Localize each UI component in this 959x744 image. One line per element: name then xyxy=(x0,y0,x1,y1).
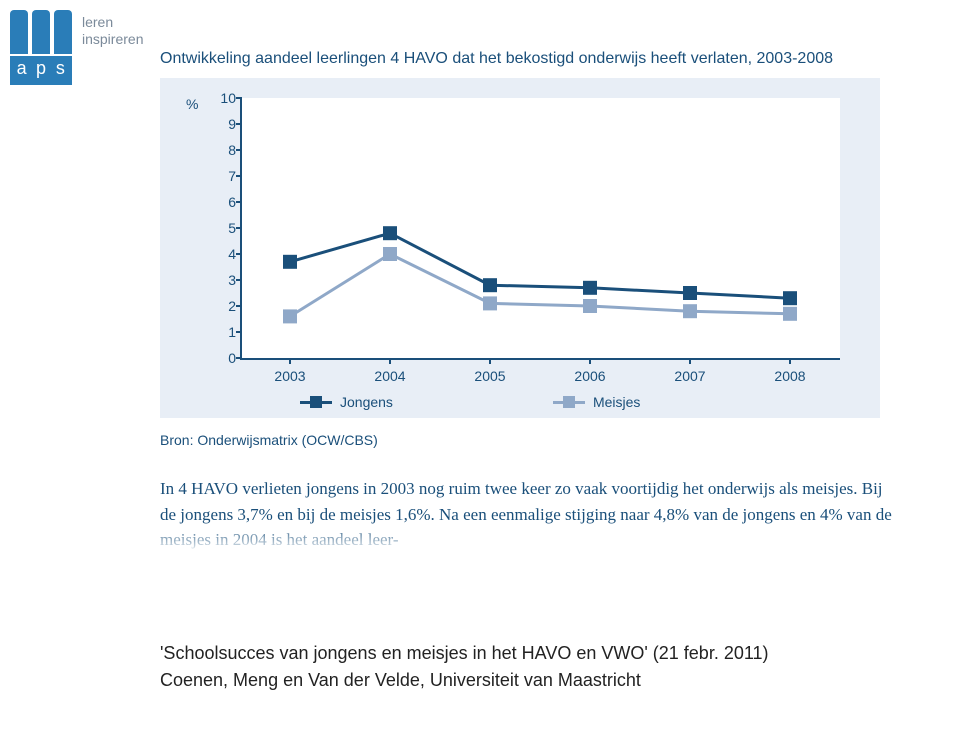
series-marker xyxy=(383,247,397,261)
y-tick-label: 2 xyxy=(218,298,236,314)
y-tick xyxy=(236,201,242,203)
plot-area: % Jongens Meisjes 0 1 2 3 4 5 6 7 8 9 10 2003 2004 20… xyxy=(160,78,880,418)
caption-line: 'Schoolsucces van jongens en meisjes in … xyxy=(160,640,900,667)
x-tick-label: 2008 xyxy=(774,368,805,384)
legend-label: Meisjes xyxy=(593,394,640,410)
legend: Jongens Meisjes xyxy=(300,394,820,410)
body-line: In 4 HAVO verlieten jongens in 2003 nog … xyxy=(160,479,704,498)
y-axis-unit: % xyxy=(186,96,198,112)
series-marker xyxy=(683,286,697,300)
y-tick xyxy=(236,331,242,333)
chart-source: Bron: Onderwijsmatrix (OCW/CBS) xyxy=(160,432,900,448)
y-tick-label: 6 xyxy=(218,194,236,210)
slide-caption: 'Schoolsucces van jongens en meisjes in … xyxy=(160,640,900,694)
series-marker xyxy=(783,291,797,305)
logo-letter-s: s xyxy=(53,58,68,79)
series-line xyxy=(290,233,790,298)
y-tick xyxy=(236,149,242,151)
series-marker xyxy=(583,281,597,295)
y-tick xyxy=(236,123,242,125)
legend-item-meisjes: Meisjes xyxy=(553,394,640,410)
y-tick xyxy=(236,357,242,359)
logo-letters: a p s xyxy=(10,56,72,85)
y-tick xyxy=(236,305,242,307)
series-marker xyxy=(383,226,397,240)
y-tick xyxy=(236,227,242,229)
logo-bars xyxy=(10,10,72,54)
y-tick-label: 10 xyxy=(218,90,236,106)
series-marker xyxy=(283,309,297,323)
logo-letter-a: a xyxy=(14,58,29,79)
x-tick-label: 2007 xyxy=(674,368,705,384)
caption-line: Coenen, Meng en Van der Velde, Universit… xyxy=(160,667,900,694)
logo-bar xyxy=(32,10,50,54)
x-tick-label: 2003 xyxy=(274,368,305,384)
logo-bar xyxy=(10,10,28,54)
x-tick-label: 2006 xyxy=(574,368,605,384)
legend-label: Jongens xyxy=(340,394,393,410)
legend-item-jongens: Jongens xyxy=(300,394,393,410)
x-tick xyxy=(689,358,691,364)
y-tick-label: 7 xyxy=(218,168,236,184)
x-tick-label: 2004 xyxy=(374,368,405,384)
x-tick xyxy=(489,358,491,364)
x-tick xyxy=(289,358,291,364)
chart-title: Ontwikkeling aandeel leerlingen 4 HAVO d… xyxy=(160,50,900,68)
y-tick-label: 3 xyxy=(218,272,236,288)
y-tick xyxy=(236,253,242,255)
series-marker xyxy=(283,255,297,269)
logo-bar xyxy=(54,10,72,54)
y-tick-label: 5 xyxy=(218,220,236,236)
x-tick xyxy=(789,358,791,364)
brand-tagline: leren inspireren xyxy=(82,14,143,48)
series-marker xyxy=(783,307,797,321)
y-tick-label: 9 xyxy=(218,116,236,132)
body-text: In 4 HAVO verlieten jongens in 2003 nog … xyxy=(160,476,900,554)
x-axis-line xyxy=(240,358,840,360)
legend-marker-icon xyxy=(563,396,575,408)
series-marker xyxy=(583,299,597,313)
tagline-line: inspireren xyxy=(82,31,143,48)
legend-marker-icon xyxy=(310,396,322,408)
x-tick-label: 2005 xyxy=(474,368,505,384)
brand-logo: leren inspireren a p s xyxy=(10,10,72,85)
x-tick xyxy=(389,358,391,364)
series-marker xyxy=(483,278,497,292)
y-tick-label: 8 xyxy=(218,142,236,158)
chart-block: Ontwikkeling aandeel leerlingen 4 HAVO d… xyxy=(160,50,900,554)
y-tick xyxy=(236,97,242,99)
chart-svg xyxy=(240,98,840,358)
tagline-line: leren xyxy=(82,14,143,31)
y-tick xyxy=(236,175,242,177)
legend-swatch xyxy=(553,401,585,404)
y-tick-label: 4 xyxy=(218,246,236,262)
legend-swatch xyxy=(300,401,332,404)
y-tick xyxy=(236,279,242,281)
x-tick xyxy=(589,358,591,364)
y-tick-label: 0 xyxy=(218,350,236,366)
logo-letter-p: p xyxy=(33,58,48,79)
series-marker xyxy=(683,304,697,318)
series-marker xyxy=(483,296,497,310)
y-tick-label: 1 xyxy=(218,324,236,340)
